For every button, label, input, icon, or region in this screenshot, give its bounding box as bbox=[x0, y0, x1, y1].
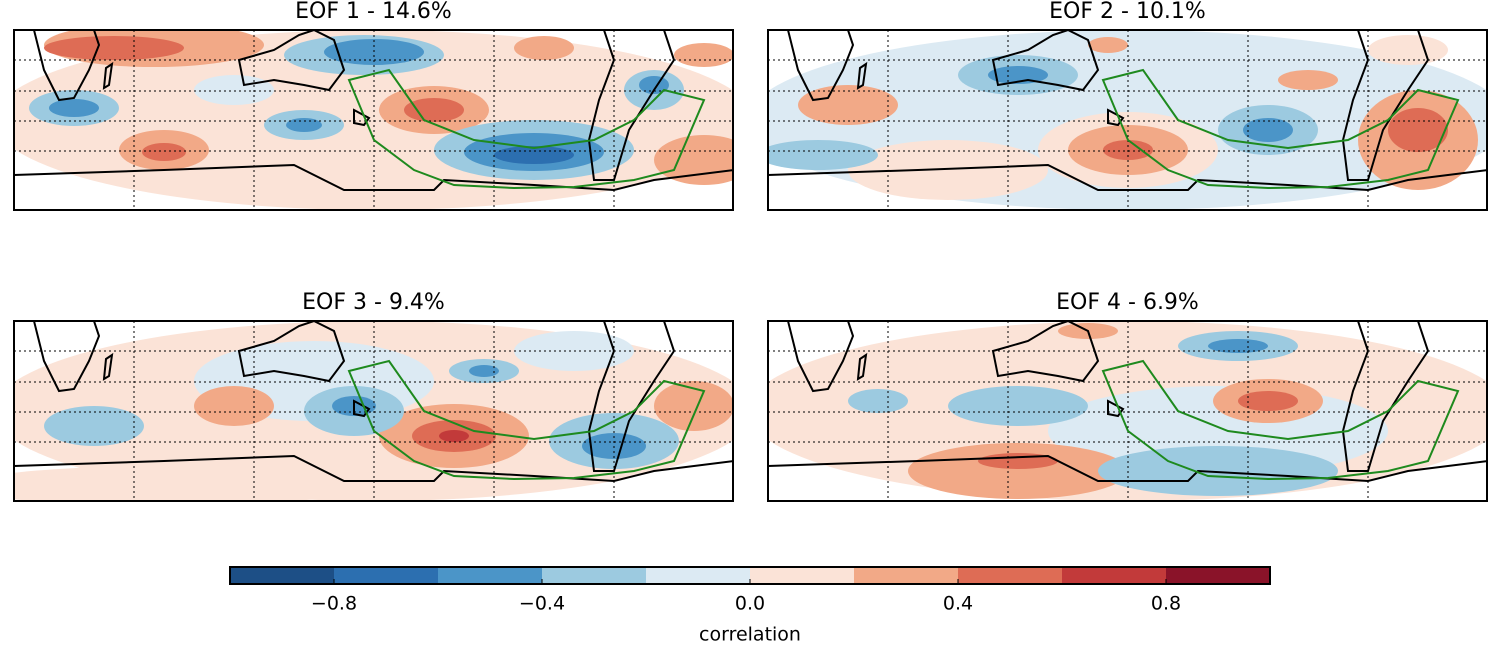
colorbar-segment bbox=[334, 567, 438, 584]
coastline bbox=[587, 321, 676, 472]
contour-region bbox=[514, 36, 574, 60]
coastline bbox=[1341, 321, 1430, 472]
contour-region bbox=[848, 140, 1048, 200]
colorbar-segment bbox=[542, 567, 646, 584]
coastline bbox=[768, 163, 1487, 192]
colorbar-segment bbox=[958, 567, 1062, 584]
contour-region bbox=[674, 43, 733, 67]
contour-region bbox=[988, 66, 1048, 84]
colorbar-segment bbox=[646, 567, 750, 584]
coastline bbox=[237, 321, 346, 383]
region-outline bbox=[1101, 68, 1460, 190]
colorbar-label: correlation bbox=[699, 624, 801, 646]
region-outline bbox=[1101, 359, 1460, 481]
colorbar-segment bbox=[438, 567, 542, 584]
region-outline bbox=[347, 359, 706, 481]
colorbar-tick-label: 0.4 bbox=[943, 593, 973, 615]
panel-title: EOF 3 - 9.4% bbox=[302, 290, 445, 315]
contour-region bbox=[44, 406, 144, 446]
contour-region bbox=[49, 99, 99, 117]
contour-region bbox=[194, 386, 274, 426]
map-panel bbox=[768, 321, 1487, 501]
map-panel bbox=[14, 30, 733, 210]
colorbar-tick-label: −0.8 bbox=[311, 593, 357, 615]
coastline bbox=[102, 352, 114, 381]
coastline bbox=[33, 30, 101, 102]
coastline bbox=[14, 163, 733, 192]
contour-region bbox=[1088, 37, 1128, 53]
colorbar-segment bbox=[854, 567, 958, 584]
contour-region bbox=[1278, 70, 1338, 90]
panel-frame bbox=[13, 29, 734, 211]
panel-title: EOF 4 - 6.9% bbox=[1056, 290, 1199, 315]
contour-region bbox=[194, 75, 274, 105]
contour-region bbox=[908, 443, 1128, 499]
colorbar-segment bbox=[230, 567, 334, 584]
panel-frame bbox=[767, 320, 1488, 502]
coastline bbox=[787, 30, 855, 102]
colorbar-tick-label: 0.8 bbox=[1151, 593, 1181, 615]
panel-title: EOF 1 - 14.6% bbox=[295, 0, 452, 24]
contour-region bbox=[1208, 339, 1268, 353]
coastline bbox=[856, 352, 868, 381]
panel-frame bbox=[13, 320, 734, 502]
coastline bbox=[991, 321, 1100, 383]
contour-region bbox=[14, 466, 364, 501]
region-outline bbox=[347, 68, 706, 190]
coastline bbox=[14, 454, 733, 483]
contour-region bbox=[404, 98, 464, 122]
contour-region bbox=[768, 140, 878, 170]
contour-region bbox=[654, 381, 733, 431]
contour-region bbox=[1238, 391, 1298, 411]
contour-region bbox=[44, 36, 184, 60]
contour-region bbox=[848, 389, 908, 413]
coastline bbox=[1341, 30, 1430, 181]
coastline bbox=[102, 61, 114, 90]
contour-region bbox=[469, 365, 499, 377]
colorbar-segment bbox=[1062, 567, 1166, 584]
contour-region bbox=[948, 386, 1088, 426]
panel-frame bbox=[767, 29, 1488, 211]
coastline bbox=[33, 321, 101, 393]
map-panel bbox=[14, 321, 733, 501]
colorbar-segment bbox=[750, 567, 854, 584]
coastline bbox=[237, 30, 346, 92]
colorbar-tick-label: −0.4 bbox=[519, 593, 565, 615]
contour-region bbox=[439, 430, 469, 442]
contour-region bbox=[1243, 118, 1293, 142]
contour-region bbox=[142, 143, 186, 161]
contour-region bbox=[798, 85, 898, 125]
coastline bbox=[787, 321, 855, 393]
coastline bbox=[991, 30, 1100, 92]
colorbar-segment bbox=[1166, 567, 1270, 584]
contour-region bbox=[1098, 446, 1338, 496]
coastline bbox=[768, 454, 1487, 483]
coastline bbox=[587, 30, 676, 181]
coastline bbox=[856, 61, 868, 90]
contour-region bbox=[1388, 108, 1448, 152]
contour-region bbox=[1388, 371, 1468, 431]
panel-title: EOF 2 - 10.1% bbox=[1049, 0, 1206, 24]
contour-region bbox=[286, 118, 322, 132]
colorbar-tick-label: 0.0 bbox=[735, 593, 765, 615]
map-panel bbox=[768, 30, 1487, 210]
